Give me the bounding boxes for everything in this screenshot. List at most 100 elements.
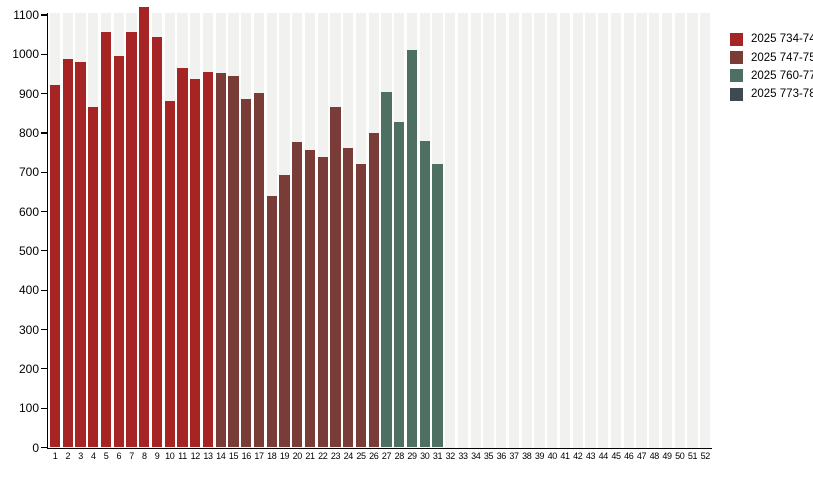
y-tick-mark [41, 328, 47, 331]
y-tick-label: 300 [18, 322, 39, 337]
bar-week-19 [279, 174, 290, 448]
x-tick-label: 39 [534, 451, 545, 461]
legend-swatch-icon [730, 32, 743, 46]
x-tick-label: 26 [369, 451, 379, 461]
x-tick-label: 14 [216, 451, 226, 461]
y-tick-mark [41, 14, 47, 16]
legend-swatch-icon [730, 51, 743, 65]
x-tick-label: 11 [178, 451, 187, 461]
x-tick-label: 48 [649, 451, 660, 461]
bar-week-4 [88, 106, 99, 448]
x-tick-label: 33 [458, 451, 468, 461]
bar-week-31 [432, 163, 443, 448]
bar-week-12 [190, 79, 201, 448]
week-band-36 [496, 13, 507, 448]
bar-week-23 [330, 106, 341, 448]
bar-week-29 [406, 50, 418, 448]
bar-week-21 [304, 149, 316, 448]
week-band-39 [534, 13, 545, 448]
y-tick-label: 400 [18, 283, 39, 298]
week-band-42 [572, 13, 583, 448]
x-tick-label: 27 [381, 451, 392, 461]
x-tick-label: 40 [547, 451, 558, 461]
bar-week-30 [419, 141, 430, 448]
week-band-45 [610, 13, 622, 448]
y-tick-label: 1100 [13, 7, 39, 22]
bar-week-24 [343, 147, 354, 448]
week-band-40 [547, 13, 558, 448]
x-tick-label: 34 [471, 451, 481, 461]
week-band-41 [559, 13, 571, 448]
x-tick-label: 42 [573, 451, 583, 461]
bar-week-8 [139, 7, 150, 448]
x-tick-label: 12 [190, 451, 201, 461]
legend-item-4: 2025 773-785 [730, 85, 813, 103]
x-tick-label: 15 [228, 451, 239, 461]
y-tick-mark [41, 250, 47, 252]
y-tick-label: 900 [18, 86, 39, 101]
week-band-34 [470, 13, 481, 448]
y-tick-label: 0 [32, 440, 39, 455]
x-tick-label: 38 [522, 451, 532, 461]
bar-week-9 [151, 37, 163, 448]
bar-week-6 [113, 56, 124, 448]
legend-label: 2025 747-759 [751, 51, 813, 64]
week-band-43 [585, 13, 596, 448]
x-tick-label: 9 [154, 451, 160, 461]
week-band-49 [661, 13, 673, 448]
bar-week-17 [253, 92, 265, 448]
week-band-38 [521, 13, 532, 448]
legend-swatch-icon [730, 87, 743, 101]
week-band-48 [649, 13, 660, 448]
x-tick-label: 30 [420, 451, 430, 461]
x-tick-label: 25 [356, 451, 366, 461]
y-tick-label: 100 [18, 401, 39, 416]
x-tick-label: 1 [52, 451, 58, 461]
bar-week-22 [317, 156, 328, 448]
x-tick-label: 17 [254, 451, 264, 461]
y-tick-mark [41, 210, 47, 213]
bar-week-7 [126, 31, 137, 448]
bar-week-25 [355, 164, 367, 448]
x-tick-label: 52 [700, 451, 711, 461]
bar-week-11 [177, 67, 188, 448]
x-tick-label: 18 [267, 451, 277, 461]
week-band-44 [598, 13, 609, 448]
bar-week-1 [49, 84, 61, 448]
week-band-52 [700, 13, 711, 448]
x-tick-label: 4 [90, 451, 96, 461]
x-tick-label: 41 [560, 451, 570, 461]
x-tick-label: 16 [241, 451, 252, 461]
x-axis-line [46, 447, 712, 449]
bar-week-5 [100, 31, 112, 448]
bar-week-27 [381, 92, 392, 448]
bar-week-26 [368, 133, 379, 448]
x-tick-label: 45 [611, 451, 621, 461]
week-band-33 [457, 13, 469, 448]
y-tick-label: 600 [18, 204, 39, 219]
x-tick-label: 50 [675, 451, 685, 461]
legend-swatch-icon [730, 69, 743, 83]
x-tick-label: 24 [343, 451, 354, 461]
y-tick-label: 1000 [12, 47, 39, 62]
legend-label: 2025 734-746 [751, 33, 813, 46]
x-tick-label: 29 [407, 451, 417, 461]
x-tick-label: 47 [636, 451, 647, 461]
x-tick-label: 49 [662, 451, 672, 461]
week-band-51 [687, 13, 698, 448]
y-tick-mark [41, 446, 47, 449]
y-tick-label: 200 [18, 361, 39, 376]
x-tick-label: 6 [116, 451, 122, 461]
y-tick-mark [41, 289, 47, 291]
x-tick-label: 31 [432, 451, 443, 461]
bar-week-13 [202, 71, 214, 448]
bar-week-2 [62, 59, 73, 448]
x-tick-label: 32 [445, 451, 456, 461]
y-tick-mark [41, 407, 47, 409]
x-tick-label: 43 [585, 451, 596, 461]
bar-week-10 [164, 101, 175, 448]
y-tick-label: 700 [18, 165, 39, 180]
bar-week-14 [215, 73, 226, 448]
week-band-35 [483, 13, 494, 448]
